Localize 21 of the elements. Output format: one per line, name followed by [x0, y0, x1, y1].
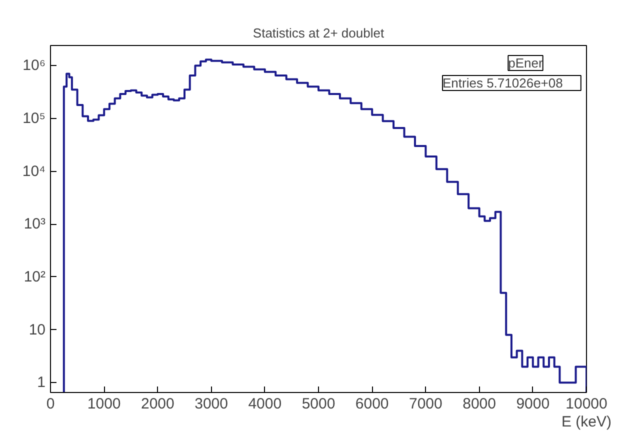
x-tick-label: 1000 [87, 396, 121, 412]
x-axis-title: E (keV) [561, 414, 612, 430]
y-tick-label: 10⁵ [22, 110, 46, 127]
x-tick-label: 9000 [516, 396, 550, 412]
x-tick-label: 7000 [409, 396, 442, 412]
x-tick-label: 4000 [248, 396, 282, 412]
y-tick-label: 1 [37, 374, 46, 392]
y-tick-label: 10³ [24, 216, 46, 233]
x-tick-label: 5000 [302, 396, 336, 412]
x-tick-label: 3000 [194, 396, 228, 412]
x-tick-label: 0 [46, 396, 55, 412]
chart-title: Statistics at 2+ doublet [252, 26, 384, 40]
x-tick-label: 6000 [355, 396, 389, 412]
y-tick-label: 10⁶ [22, 57, 46, 74]
x-tick-label: 10000 [566, 396, 608, 412]
annotation: Entries 5.71026e+08 [442, 76, 563, 90]
y-tick-label: 10² [24, 268, 46, 286]
x-tick-label: 8000 [462, 396, 496, 412]
y-tick-label: 10⁴ [22, 162, 46, 180]
y-tick-label: 10 [28, 321, 46, 338]
x-tick-label: 2000 [141, 396, 174, 412]
